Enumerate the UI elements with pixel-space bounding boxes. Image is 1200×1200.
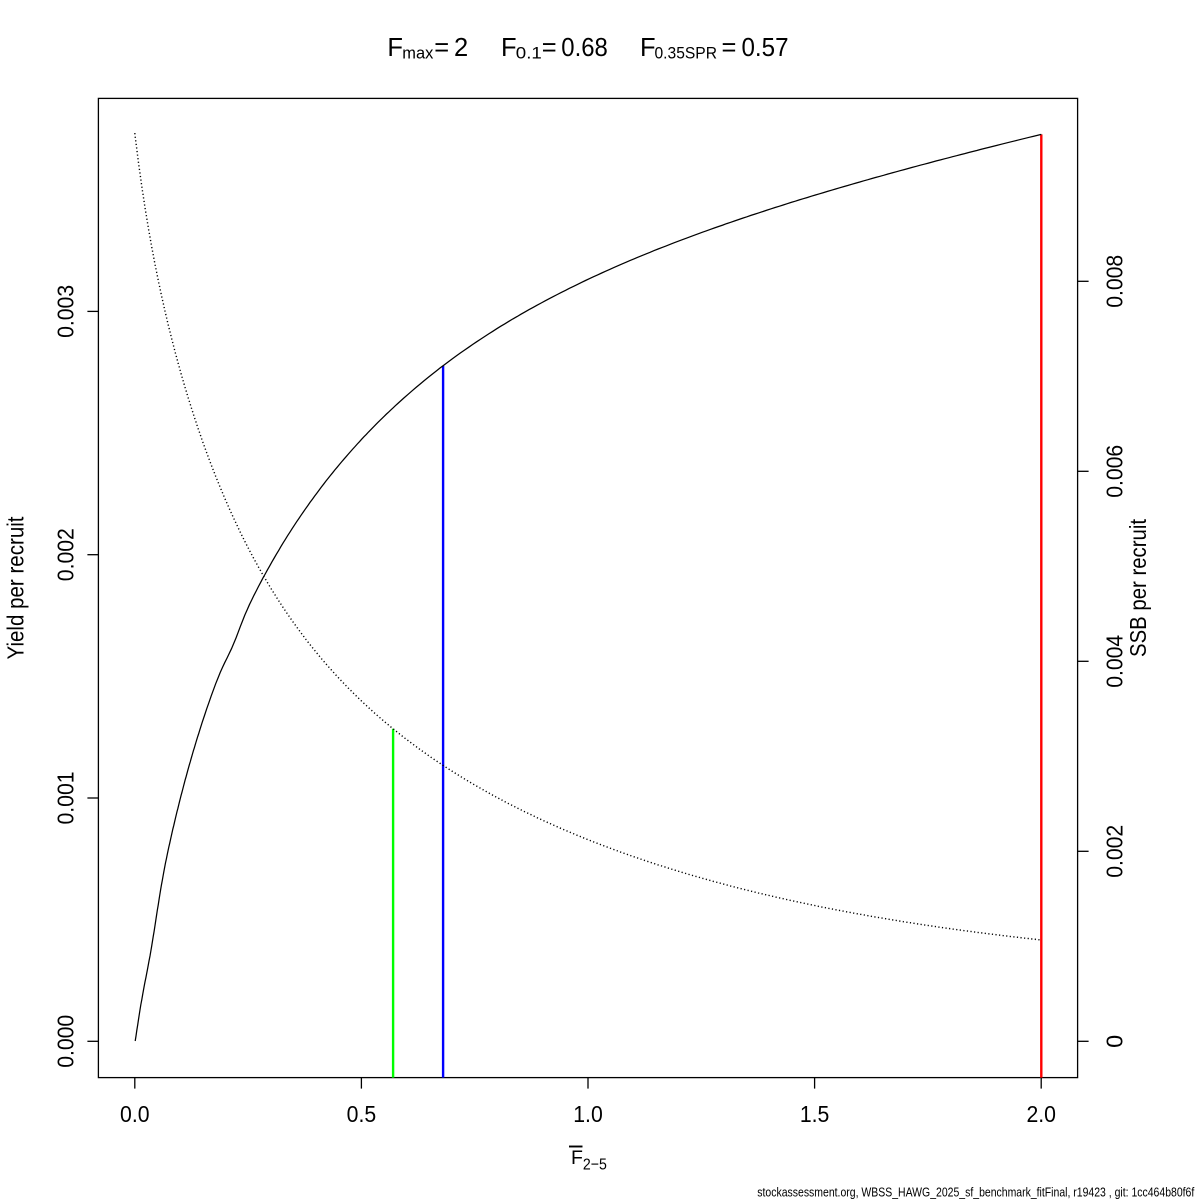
svg-text:1.5: 1.5: [800, 1101, 830, 1127]
svg-text:F: F: [571, 1147, 583, 1169]
svg-text:0.5: 0.5: [347, 1101, 377, 1127]
svg-text:0.68: 0.68: [561, 34, 608, 62]
svg-text:0.35SPR: 0.35SPR: [655, 45, 718, 63]
svg-text:1.0: 1.0: [573, 1101, 603, 1127]
svg-text:F: F: [387, 34, 403, 62]
svg-text:0.000: 0.000: [53, 1015, 79, 1068]
svg-text:0: 0: [1101, 1035, 1127, 1048]
svg-text:0.002: 0.002: [1101, 825, 1127, 878]
svg-text:max: max: [402, 45, 433, 63]
svg-text:F: F: [640, 34, 656, 62]
svg-text:=: =: [722, 34, 737, 62]
svg-text:2−5: 2−5: [583, 1157, 607, 1174]
svg-text:=: =: [434, 34, 449, 62]
svg-text:0.001: 0.001: [53, 772, 79, 825]
svg-text:0.008: 0.008: [1101, 255, 1127, 308]
svg-text:=: =: [542, 34, 557, 62]
svg-text:0.006: 0.006: [1101, 445, 1127, 498]
svg-text:0.57: 0.57: [742, 34, 789, 62]
svg-text:stockassessment.org, WBSS_HAWG: stockassessment.org, WBSS_HAWG_2025_sf_b…: [757, 1186, 1194, 1200]
svg-text:SSB per recruit: SSB per recruit: [1125, 519, 1151, 657]
svg-text:0.003: 0.003: [53, 285, 79, 338]
svg-text:0.0: 0.0: [120, 1101, 150, 1127]
svg-text:F: F: [501, 34, 517, 62]
svg-text:2.0: 2.0: [1026, 1101, 1056, 1127]
svg-text:0.002: 0.002: [53, 528, 79, 581]
svg-text:0.1: 0.1: [516, 45, 542, 63]
svg-text:2: 2: [454, 34, 468, 62]
svg-text:0.004: 0.004: [1101, 635, 1127, 688]
svg-text:Yield per recruit: Yield per recruit: [3, 516, 29, 659]
